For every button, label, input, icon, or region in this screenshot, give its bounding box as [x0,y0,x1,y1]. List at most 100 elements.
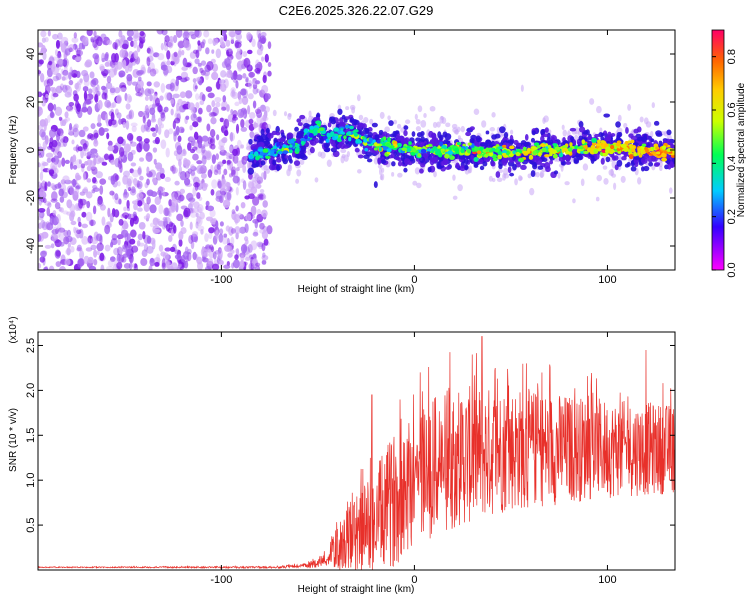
spectrogram-noise-cell [142,230,146,240]
spectrogram-noise-cell [179,91,186,99]
spectrogram-noise-cell [70,220,77,226]
spectrogram-noise-cell [129,253,134,264]
spectrogram-noise-cell [243,236,249,242]
spectrogram-band-cell [339,142,346,150]
spectrogram-noise-cell [118,70,126,78]
spectrogram-noise-cell [146,235,152,245]
spectrogram-noise-cell [42,197,47,204]
spectrogram-band-cell [470,154,474,161]
spectrogram-noise-cell [118,218,124,226]
spectrogram-noise-cell [190,164,195,170]
spectrogram-noise-cell [97,99,103,110]
spectrogram-noise-cell [55,39,60,49]
spectrogram-halo-cell [288,165,292,170]
spectrogram-noise-cell [170,52,178,63]
spectrogram-core-cell [265,155,271,159]
spectrogram-noise-cell [138,139,143,149]
spectrogram-noise-cell [148,265,153,270]
spectrogram-halo-cell [602,165,608,170]
spectrogram-noise-cell [255,262,261,267]
spectrogram-noise-cell [138,110,144,118]
spectrogram-noise-cell [187,168,193,175]
spectrogram-noise-cell [47,202,52,208]
spectrogram-noise-cell [96,122,102,127]
spectrogram-core-cell [272,145,278,150]
spectrogram-band-cell [499,126,506,134]
spectrogram-halo-cell [379,111,385,119]
snr-x-tick-label: 100 [598,574,616,586]
spectrogram-noise-cell [189,124,193,131]
spectrogram-noise-cell [162,67,169,76]
spectrogram-noise-cell [66,185,74,195]
spectrogram-core-cell [363,138,368,143]
spectrogram-band-cell [524,155,531,162]
spectrogram-noise-cell [80,149,84,159]
spectrogram-band-cell [605,156,611,163]
spectrogram-noise-cell [69,123,73,131]
spectrogram-noise-cell [172,167,178,174]
spectrogram-noise-cell [145,151,153,162]
spectrogram-core-cell [332,133,339,137]
spectrogram-noise-cell [242,164,247,174]
spectrogram-halo-cell [535,171,540,178]
spectrogram-noise-cell [71,37,79,44]
spectrogram-noise-cell [41,99,46,107]
spectrogram-noise-cell [257,32,262,42]
spectrogram-noise-cell [248,71,255,78]
spectrogram-core-cell [408,141,412,146]
spectrogram-halo-cell [387,115,391,121]
spectrogram-halo-cell [527,173,532,179]
spectrogram-noise-cell [264,53,269,63]
spectrogram-core-cell [527,147,531,153]
snr-x-label: Height of straight line (km) [298,584,415,595]
spectrogram-noise-cell [71,73,78,78]
spectrogram-noise-cell [59,196,65,203]
spectrogram-noise-cell [147,88,155,95]
spectrogram-noise-cell [203,30,210,38]
spectrogram-noise-cell [251,38,256,48]
spectrogram-noise-cell [52,209,57,216]
spectrogram-noise-cell [132,215,139,225]
spectrogram-band-cell [430,132,437,139]
spectrogram-noise-cell [182,57,188,67]
spectrogram-halo-cell [610,168,614,177]
spectrogram-band-cell [411,131,416,137]
spectrogram-halo-cell [384,126,390,133]
spectrogram-core-cell [456,142,462,146]
spectrogram-core-cell [434,150,440,155]
spectrogram-noise-cell [50,183,56,189]
spectrogram-noise-cell [57,32,63,40]
spectrogram-noise-cell [149,222,155,228]
spectrogram-noise-cell [66,85,72,96]
spectrogram-core-cell [641,151,646,154]
spectrogram-noise-cell [112,42,118,50]
colorbar: 0.0 0.2 0.4 0.6 0.8 Normalized spectral ampl… [711,29,747,278]
spectrogram-noise-cell [102,128,109,133]
spectrogram-core-cell [602,152,608,157]
spectrogram-noise-cell [44,244,52,249]
spectrogram-noise-cell [72,127,79,138]
spectrogram-band-cell [648,161,654,167]
spectrogram-core-cell [295,144,300,149]
spectrogram-halo-cell [514,178,518,186]
spectrogram-noise-cell [75,144,80,153]
spectrogram-noise-cell [256,106,262,115]
spectrogram-y-tick-label: -40 [25,238,37,254]
spectrogram-band-cell [485,139,492,147]
spectrogram-core-cell [444,153,450,159]
spectrogram-noise-cell [166,59,171,66]
spectrogram-band-cell [443,139,449,145]
spectrogram-noise-cell [50,198,58,203]
spectrogram-noise-cell [230,109,234,115]
spectrogram-noise-cell [183,260,189,269]
spectrogram-noise-cell [76,184,82,190]
spectrogram-noise-cell [215,190,223,200]
spectrogram-core-cell [336,137,343,143]
spectrogram-halo-cell [452,195,458,200]
spectrogram-noise-cell [157,53,165,61]
spectrogram-band-cell [558,156,566,162]
spectrogram-band-cell [573,159,579,164]
spectrogram-band-cell [507,166,512,174]
spectrogram-halo-cell [358,114,364,121]
spectrogram-halo-cell [326,159,332,168]
